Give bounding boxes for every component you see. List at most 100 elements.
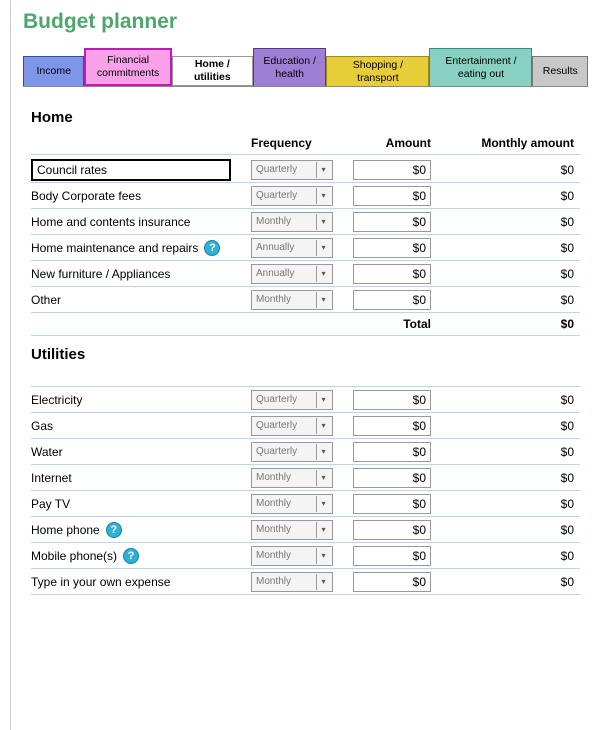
row-label-text: Council rates [37, 163, 107, 177]
tab-financial[interactable]: Financial commitments [84, 48, 171, 86]
frequency-value: Quarterly [256, 190, 297, 201]
amount-input[interactable]: $0 [353, 416, 431, 436]
header-frequency: Frequency [251, 136, 341, 150]
frequency-select[interactable]: Monthly▾ [251, 520, 333, 540]
row-label-text: Pay TV [31, 497, 70, 511]
monthly-amount: $0 [431, 419, 580, 433]
tab-bar: Income Financial commitments Home / util… [23, 48, 588, 87]
row-label: Home and contents insurance [31, 215, 231, 229]
frequency-value: Monthly [256, 576, 291, 587]
content-area: Home Frequency Amount Monthly amount Cou… [23, 109, 588, 595]
tab-education-health[interactable]: Education / health [253, 48, 326, 86]
row-label: Home phone? [31, 522, 231, 538]
amount-input[interactable]: $0 [353, 572, 431, 592]
row-label: Electricity [31, 393, 231, 407]
section-home-title: Home [31, 109, 580, 126]
amount-input[interactable]: $0 [353, 238, 431, 258]
frequency-select[interactable]: Monthly▾ [251, 546, 333, 566]
row-label: Body Corporate fees [31, 189, 231, 203]
total-value: $0 [431, 317, 580, 331]
table-row: Home and contents insurance Monthly▾ $0$0 [31, 209, 580, 235]
row-label: Other [31, 293, 231, 307]
header-amount: Amount [341, 136, 431, 150]
tab-shopping-transport[interactable]: Shopping / transport [326, 56, 429, 86]
frequency-select[interactable]: Monthly ▾ [251, 290, 333, 310]
row-label: Council rates [31, 159, 231, 181]
amount-input[interactable]: $0 [353, 468, 431, 488]
tab-home-utilities[interactable]: Home / utilities [172, 56, 253, 86]
table-row: Home maintenance and repairs? Annually▾ $0… [31, 235, 580, 261]
amount-input[interactable]: $0 [353, 442, 431, 462]
table-row: Mobile phone(s)? Monthly▾ $0$0 [31, 543, 580, 569]
table-row: Other Monthly ▾ $0$0 [31, 287, 580, 313]
row-label: New furniture / Appliances [31, 267, 231, 281]
amount-input[interactable]: $0 [353, 494, 431, 514]
chevron-down-icon: ▾ [316, 266, 330, 282]
header-monthly: Monthly amount [431, 136, 580, 150]
tab-income[interactable]: Income [23, 56, 84, 86]
frequency-select[interactable]: Monthly ▾ [251, 572, 333, 592]
frequency-value: Annually [256, 268, 294, 279]
home-total-row: Total $0 [31, 313, 580, 336]
frequency-value: Quarterly [256, 164, 297, 175]
chevron-down-icon: ▾ [316, 162, 330, 178]
monthly-amount: $0 [431, 523, 580, 537]
row-label: Home maintenance and repairs? [31, 240, 231, 256]
help-icon[interactable]: ? [106, 522, 122, 538]
monthly-amount: $0 [431, 163, 580, 177]
frequency-value: Monthly [256, 294, 291, 305]
chevron-down-icon: ▾ [316, 392, 330, 408]
table-row: Council rates Quarterly ▾ $0$0 [31, 157, 580, 183]
monthly-amount: $0 [431, 293, 580, 307]
chevron-down-icon: ▾ [316, 292, 330, 308]
row-label-text: Mobile phone(s) [31, 549, 117, 563]
monthly-amount: $0 [431, 497, 580, 511]
amount-input[interactable]: $0 [353, 264, 431, 284]
table-row: InternetMonthly▾$0$0 [31, 465, 580, 491]
section-utilities-title: Utilities [31, 346, 580, 363]
tab-entertainment[interactable]: Entertainment / eating out [429, 48, 532, 86]
row-label-text: Electricity [31, 393, 82, 407]
amount-input[interactable]: $0 [353, 290, 431, 310]
frequency-select[interactable]: Quarterly ▾ [251, 390, 333, 410]
frequency-select[interactable]: Quarterly ▾ [251, 186, 333, 206]
monthly-amount: $0 [431, 215, 580, 229]
row-label-text: Water [31, 445, 63, 459]
amount-input[interactable]: $0 [353, 390, 431, 410]
frequency-value: Monthly [256, 550, 291, 561]
total-label: Total [341, 317, 431, 331]
amount-input[interactable]: $0 [353, 160, 431, 180]
frequency-select[interactable]: Monthly▾ [251, 212, 333, 232]
amount-input[interactable]: $0 [353, 546, 431, 566]
frequency-value: Monthly [256, 472, 291, 483]
frequency-value: Monthly [256, 524, 291, 535]
row-label: Mobile phone(s)? [31, 548, 231, 564]
help-icon[interactable]: ? [123, 548, 139, 564]
frequency-value: Quarterly [256, 446, 297, 457]
chevron-down-icon: ▾ [316, 418, 330, 434]
help-icon[interactable]: ? [204, 240, 220, 256]
chevron-down-icon: ▾ [316, 574, 330, 590]
amount-input[interactable]: $0 [353, 212, 431, 232]
amount-input[interactable]: $0 [353, 520, 431, 540]
tab-results[interactable]: Results [532, 56, 588, 86]
chevron-down-icon: ▾ [316, 444, 330, 460]
frequency-select[interactable]: Annually▾ [251, 238, 333, 258]
row-label-text: Internet [31, 471, 72, 485]
frequency-value: Quarterly [256, 394, 297, 405]
row-label: Water [31, 445, 231, 459]
row-label: Gas [31, 419, 231, 433]
monthly-amount: $0 [431, 575, 580, 589]
chevron-down-icon: ▾ [316, 188, 330, 204]
frequency-select[interactable]: Quarterly ▾ [251, 160, 333, 180]
row-label: Pay TV [31, 497, 231, 511]
amount-input[interactable]: $0 [353, 186, 431, 206]
table-row: Body Corporate feesQuarterly▾$0$0 [31, 183, 580, 209]
row-label-text: New furniture / Appliances [31, 267, 170, 281]
frequency-select[interactable]: Monthly▾ [251, 494, 333, 514]
frequency-select[interactable]: Quarterly ▾ [251, 442, 333, 462]
frequency-select[interactable]: Monthly▾ [251, 468, 333, 488]
frequency-select[interactable]: Quarterly▾ [251, 416, 333, 436]
monthly-amount: $0 [431, 549, 580, 563]
frequency-select[interactable]: Annually ▾ [251, 264, 333, 284]
